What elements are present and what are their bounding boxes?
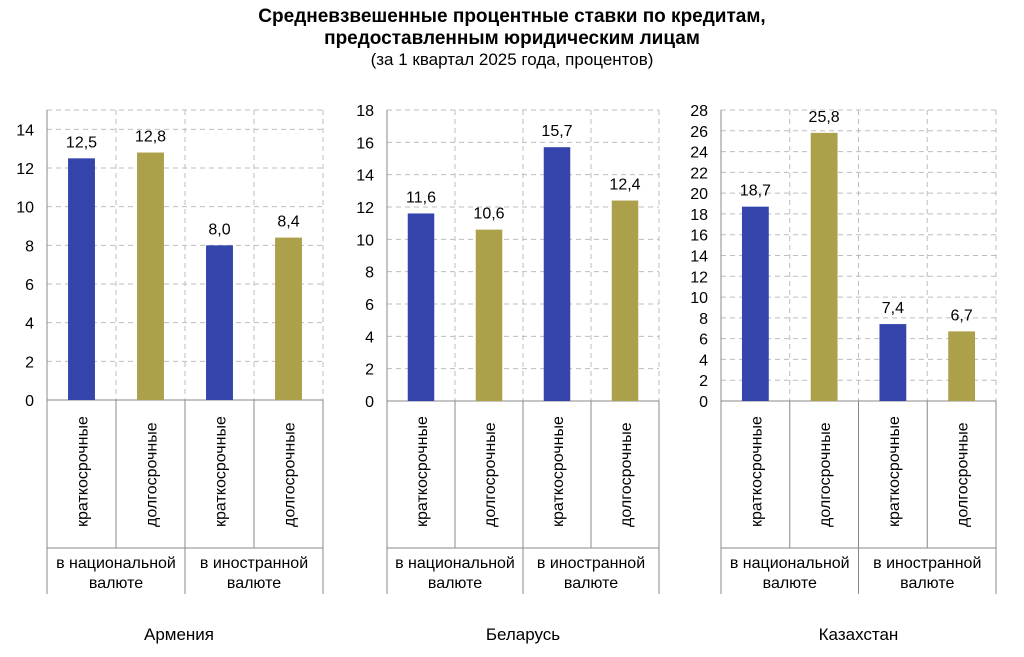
chart-2-bar [475, 229, 503, 401]
chart-2-y-tick-label: 0 [365, 394, 374, 411]
chart-3-y-tick-label: 16 [690, 228, 708, 245]
chart-1-country-label: Армения [144, 625, 214, 644]
chart-2-category-label: краткосрочные [414, 416, 431, 527]
chart-2-y-tick-label: 8 [365, 265, 374, 282]
chart-3-y-tick-label: 2 [699, 373, 708, 390]
chart-2-data-label: 10,6 [473, 206, 504, 223]
chart-3-data-label: 6,7 [951, 307, 973, 324]
chart-2-y-tick-label: 16 [356, 135, 374, 152]
chart-1-y-tick-label: 12 [16, 161, 34, 178]
chart-3-country-label: Казахстан [819, 625, 899, 644]
chart-2-category-label: краткосрочные [550, 416, 567, 527]
chart-3-group-label: в иностранной [873, 555, 981, 572]
chart-1-data-label: 8,4 [277, 214, 299, 231]
chart-2-data-label: 12,4 [609, 177, 640, 194]
chart-3-group-label: в национальной [730, 555, 850, 572]
chart-3-group-label: валюте [763, 575, 817, 592]
chart-1-bar [137, 152, 164, 400]
chart-1-y-tick-label: 0 [25, 393, 34, 410]
chart-3-data-label: 7,4 [882, 300, 904, 317]
chart-1-data-label: 12,5 [66, 134, 97, 151]
chart-2-bar [407, 213, 435, 401]
chart-1-y-tick-label: 4 [25, 316, 34, 333]
chart-2-category-label: долгосрочные [618, 422, 635, 527]
chart-2-y-tick-label: 6 [365, 297, 374, 314]
chart-1-data-label: 12,8 [135, 129, 166, 146]
chart-title-line-1: Средневзвешенные процентные ставки по кр… [258, 6, 766, 27]
chart-2-y-tick-label: 2 [365, 362, 374, 379]
chart-1-category-label: долгосрочные [282, 422, 299, 527]
chart-1-bar [275, 237, 302, 400]
chart-3-y-tick-label: 26 [690, 124, 708, 141]
chart-1-group-label: валюте [227, 575, 281, 592]
chart-3-data-label: 18,7 [740, 183, 771, 200]
chart-title-block: Средневзвешенные процентные ставки по кр… [0, 6, 1024, 70]
chart-2-y-tick-label: 4 [365, 329, 374, 346]
chart-2-data-label: 15,7 [541, 123, 572, 140]
chart-2-country-label: Беларусь [486, 625, 560, 644]
chart-3-bar [810, 132, 838, 401]
chart-1-category-label: краткосрочные [75, 416, 92, 527]
chart-subtitle: (за 1 квартал 2025 года, процентов) [370, 50, 654, 69]
chart-3-y-tick-label: 0 [699, 394, 708, 411]
chart-1-bar [68, 158, 95, 400]
chart-2-y-tick-label: 18 [356, 103, 374, 120]
chart-3-category-label: краткосрочные [886, 416, 903, 527]
chart-3-y-tick-label: 14 [690, 249, 708, 266]
chart-1-group-label: валюте [89, 575, 143, 592]
chart-1-category-label: краткосрочные [213, 416, 230, 527]
chart-3-y-tick-label: 12 [690, 269, 708, 286]
chart-2-group-label: в иностранной [537, 555, 645, 572]
chart-3-y-tick-label: 4 [699, 352, 708, 369]
chart-2-group-label: валюте [428, 575, 482, 592]
chart-3-y-tick-label: 20 [690, 186, 708, 203]
chart-2-group-label: в национальной [395, 555, 515, 572]
chart-1-group-label: в иностранной [200, 555, 308, 572]
chart-1-y-tick-label: 6 [25, 277, 34, 294]
chart-2-y-tick-label: 14 [356, 168, 374, 185]
chart-3-bar [948, 331, 976, 401]
chart-2-y-tick-label: 12 [356, 200, 374, 217]
chart-2-bar [543, 147, 571, 401]
chart-3-y-tick-label: 22 [690, 165, 708, 182]
chart-1-y-tick-label: 10 [16, 200, 34, 217]
chart-title-line-2: предоставленным юридическим лицам [324, 28, 700, 49]
chart-1-y-tick-label: 2 [25, 354, 34, 371]
chart-1-group-label: в национальной [56, 555, 176, 572]
chart-3-data-label: 25,8 [809, 109, 840, 126]
chart-3-bar [879, 324, 907, 401]
chart-1-data-label: 8,0 [208, 221, 230, 238]
chart-2-group-label: валюте [564, 575, 618, 592]
chart-1-y-tick-label: 14 [16, 122, 34, 139]
chart-3-y-tick-label: 28 [690, 103, 708, 120]
chart-3-category-label: долгосрочные [817, 422, 834, 527]
chart-3-group-label: валюте [900, 575, 954, 592]
chart-1-bar [206, 245, 233, 400]
chart-3-y-tick-label: 10 [690, 290, 708, 307]
chart-3-bar [741, 206, 769, 401]
chart-3-y-tick-label: 18 [690, 207, 708, 224]
chart-3-category-label: долгосрочные [955, 422, 972, 527]
chart-1-y-tick-label: 8 [25, 238, 34, 255]
chart-3-y-tick-label: 24 [690, 145, 708, 162]
chart-3-y-tick-label: 8 [699, 311, 708, 328]
chart-2-y-tick-label: 10 [356, 232, 374, 249]
chart-2-data-label: 11,6 [406, 189, 436, 206]
chart-3-y-tick-label: 6 [699, 332, 708, 349]
chart-1-category-label: долгосрочные [144, 422, 161, 527]
chart-2-bar [611, 200, 639, 401]
chart-2-category-label: долгосрочные [482, 422, 499, 527]
chart-3-category-label: краткосрочные [748, 416, 765, 527]
